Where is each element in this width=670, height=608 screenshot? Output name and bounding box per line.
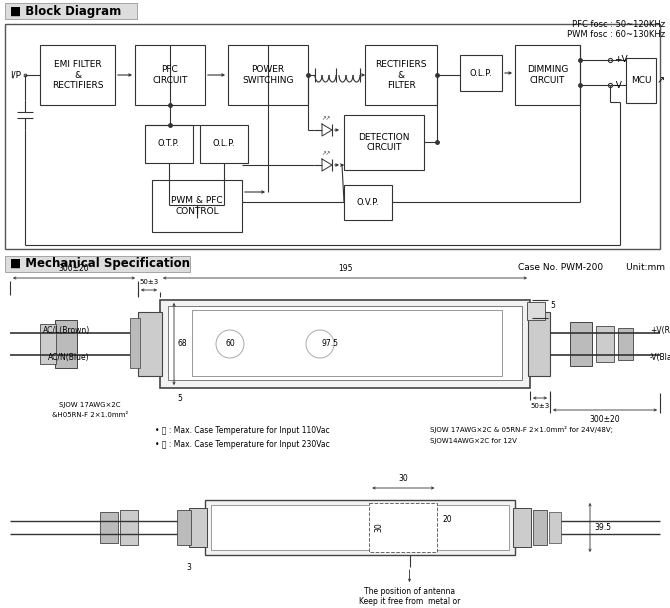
Bar [211, 505, 509, 550]
Bar [145, 125, 193, 163]
Bar [177, 510, 191, 545]
Text: +V(Red): +V(Red) [650, 326, 670, 335]
Text: PFC fosc : 50~120KHz
PWM fosc : 60~130KHz: PFC fosc : 50~120KHz PWM fosc : 60~130KH… [567, 20, 665, 40]
Text: • Ⓤ : Max. Case Temperature for Input 230Vac: • Ⓤ : Max. Case Temperature for Input 23… [155, 440, 330, 449]
Bar [189, 508, 207, 547]
Text: AC/N(Blue): AC/N(Blue) [48, 353, 90, 362]
Text: +V: +V [614, 55, 628, 64]
Text: AC/L(Brown): AC/L(Brown) [43, 326, 90, 335]
Bar [168, 306, 522, 380]
Text: ↗↗: ↗↗ [322, 116, 330, 121]
Text: PWM & PFC
CONTROL: PWM & PFC CONTROL [172, 196, 223, 216]
Text: 50±3: 50±3 [139, 279, 159, 285]
Bar [228, 45, 308, 105]
Bar [515, 45, 580, 105]
Text: 5: 5 [178, 394, 182, 403]
Text: ↗↗: ↗↗ [322, 151, 330, 156]
Bar [527, 302, 545, 320]
Bar [40, 45, 115, 105]
Text: 30: 30 [399, 474, 408, 483]
Bar [160, 300, 530, 388]
Text: DIMMING
CIRCUIT: DIMMING CIRCUIT [527, 65, 568, 85]
Text: POWER
SWITCHING: POWER SWITCHING [243, 65, 293, 85]
Bar [192, 310, 502, 376]
Text: I/P: I/P [10, 71, 21, 80]
Bar [344, 115, 424, 170]
Text: DETECTION
CIRCUIT: DETECTION CIRCUIT [358, 133, 410, 152]
Text: 50±3: 50±3 [531, 403, 549, 409]
Text: &H05RN-F 2×1.0mm²: &H05RN-F 2×1.0mm² [52, 412, 128, 418]
Text: SJOW 17AWG×2C & 05RN-F 2×1.0mm² for 24V/48V;: SJOW 17AWG×2C & 05RN-F 2×1.0mm² for 24V/… [430, 426, 613, 433]
Bar [5, 256, 190, 272]
Bar [40, 324, 56, 364]
Text: The position of antenna
Keep it free from  metal or
any material that stops RF s: The position of antenna Keep it free fro… [346, 587, 473, 608]
Text: O.L.P.: O.L.P. [212, 139, 235, 148]
Text: SJOW 17AWG×2C: SJOW 17AWG×2C [59, 402, 121, 408]
Text: EMI FILTER
&
RECTIFIERS: EMI FILTER & RECTIFIERS [52, 60, 103, 90]
Bar [120, 510, 138, 545]
Text: PFC
CIRCUIT: PFC CIRCUIT [152, 65, 188, 85]
Text: Case No. PWM-200        Unit:mm: Case No. PWM-200 Unit:mm [518, 263, 665, 272]
Text: O.L.P.: O.L.P. [470, 69, 492, 77]
Text: -V: -V [614, 80, 623, 89]
Bar [200, 125, 248, 163]
Text: 300±20: 300±20 [590, 415, 620, 424]
Bar [528, 312, 550, 376]
Bar [549, 512, 561, 543]
Text: MCU: MCU [630, 76, 651, 85]
Text: O.V.P.: O.V.P. [356, 198, 379, 207]
Bar [5, 3, 137, 19]
Text: 30: 30 [375, 523, 384, 533]
Text: 68: 68 [178, 339, 188, 348]
Bar [130, 318, 140, 368]
Text: ↗: ↗ [657, 75, 665, 85]
Bar [5, 24, 660, 249]
Text: RECTIFIERS
&
FILTER: RECTIFIERS & FILTER [375, 60, 427, 90]
Bar [513, 508, 531, 547]
Text: 39.5: 39.5 [594, 523, 611, 532]
Bar [596, 326, 614, 362]
Bar [152, 180, 242, 232]
Bar [100, 512, 118, 543]
Bar [618, 328, 633, 360]
Text: SJOW14AWG×2C for 12V: SJOW14AWG×2C for 12V [430, 438, 517, 444]
Text: ■ Block Diagram: ■ Block Diagram [10, 4, 121, 18]
Text: 300±20: 300±20 [59, 264, 89, 273]
Text: -V(Black): -V(Black) [650, 353, 670, 362]
Text: 5: 5 [550, 302, 555, 311]
Bar [344, 185, 392, 220]
Bar [365, 45, 437, 105]
Text: 60: 60 [225, 339, 235, 348]
Bar [570, 322, 592, 366]
Bar [138, 312, 162, 376]
Bar [135, 45, 205, 105]
Text: 3: 3 [186, 563, 192, 572]
Bar [626, 58, 656, 103]
Text: • Ⓣ : Max. Case Temperature for Input 110Vac: • Ⓣ : Max. Case Temperature for Input 11… [155, 426, 330, 435]
Bar [205, 500, 515, 555]
Bar [55, 320, 77, 368]
Bar [369, 503, 438, 552]
Bar [460, 55, 502, 91]
Text: O.T.P.: O.T.P. [158, 139, 180, 148]
Bar [533, 510, 547, 545]
Text: 97.5: 97.5 [322, 339, 338, 348]
Text: 195: 195 [338, 264, 352, 273]
Text: ■ Mechanical Specification: ■ Mechanical Specification [10, 258, 190, 271]
Text: 20: 20 [442, 516, 452, 525]
